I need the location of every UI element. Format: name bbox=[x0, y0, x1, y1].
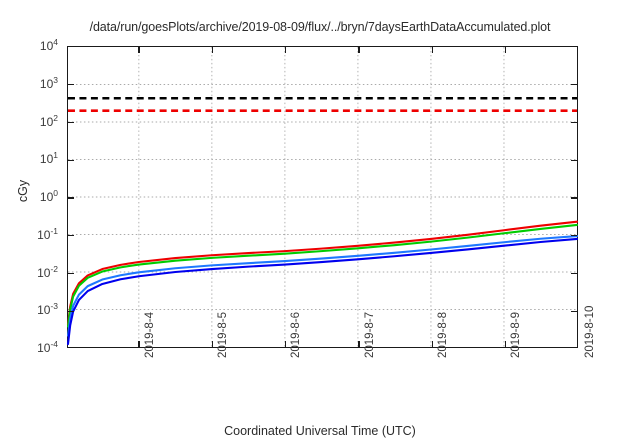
y-tick-mark bbox=[68, 84, 74, 86]
y-tick-mark bbox=[571, 310, 577, 312]
y-tick-label: 104 bbox=[39, 37, 58, 53]
y-axis-label: cGy bbox=[16, 179, 31, 203]
data-series bbox=[66, 220, 579, 346]
y-tick-label: 10-3 bbox=[37, 301, 58, 318]
x-tick-mark bbox=[211, 341, 214, 347]
y-tick-mark bbox=[68, 197, 74, 199]
x-tick-label: 2019-8-8 bbox=[436, 311, 449, 358]
y-tick-mark bbox=[68, 235, 74, 237]
x-tick-mark bbox=[358, 341, 360, 347]
y-tick-label: 102 bbox=[39, 112, 58, 129]
x-tick-mark bbox=[431, 341, 434, 347]
x-tick-label: 2019-8-10 bbox=[583, 305, 596, 358]
gridlines bbox=[68, 47, 577, 347]
y-tick-mark bbox=[571, 84, 577, 86]
x-tick-mark bbox=[211, 47, 214, 53]
x-tick-mark bbox=[285, 47, 287, 53]
x-tick-label: 2019-8-9 bbox=[510, 311, 523, 358]
x-tick-label: 2019-8-7 bbox=[363, 311, 376, 358]
series-channel-blue bbox=[66, 237, 579, 346]
x-tick-mark bbox=[138, 341, 140, 347]
x-axis-label: Coordinated Universal Time (UTC) bbox=[224, 424, 416, 438]
y-tick-label: 100 bbox=[39, 188, 58, 204]
y-tick-mark bbox=[68, 121, 74, 124]
x-tick-label: 2019-8-6 bbox=[290, 311, 303, 358]
plot-canvas bbox=[66, 47, 579, 347]
y-tick-mark bbox=[571, 272, 577, 275]
y-tick-mark bbox=[571, 197, 577, 199]
threshold-lines bbox=[68, 96, 577, 113]
y-tick-mark bbox=[571, 121, 577, 124]
x-tick-mark bbox=[358, 47, 360, 53]
series-channel-red bbox=[66, 220, 579, 326]
x-tick-mark bbox=[138, 47, 140, 53]
y-tick-label: 103 bbox=[39, 74, 58, 91]
x-tick-mark bbox=[504, 47, 507, 53]
y-tick-label: 10-1 bbox=[37, 225, 58, 242]
y-tick-mark bbox=[68, 272, 74, 275]
x-tick-label: 2019-8-5 bbox=[216, 311, 229, 358]
y-tick-label: 10-4 bbox=[37, 339, 58, 355]
series-channel-light-blue bbox=[66, 234, 579, 337]
plot-area bbox=[66, 46, 579, 348]
x-tick-mark bbox=[431, 47, 434, 53]
y-tick-mark bbox=[571, 159, 577, 161]
y-tick-mark bbox=[571, 235, 577, 237]
chart-title: /data/run/goesPlots/archive/2019-08-09/f… bbox=[89, 20, 551, 34]
y-tick-mark bbox=[68, 159, 74, 161]
x-tick-mark bbox=[504, 341, 507, 347]
series-channel-green bbox=[66, 223, 579, 328]
y-tick-label: 101 bbox=[39, 150, 58, 167]
y-tick-mark bbox=[68, 310, 74, 312]
x-tick-mark bbox=[285, 341, 287, 347]
x-tick-label: 2019-8-4 bbox=[143, 311, 156, 358]
y-tick-label: 10-2 bbox=[37, 263, 58, 280]
